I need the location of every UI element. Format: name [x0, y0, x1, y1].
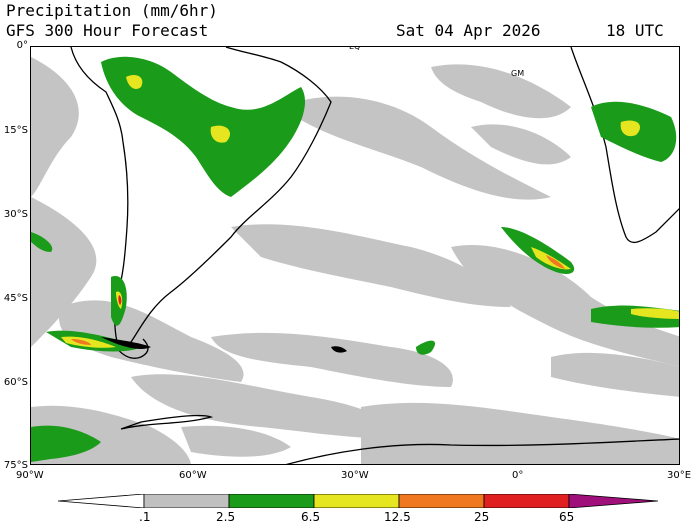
land-detail — [101, 337, 151, 349]
scale-label-2.5: 2.5 — [216, 510, 236, 524]
lat-label-30s: 30°S — [3, 209, 28, 220]
lat-label-15s: 15°S — [3, 125, 28, 136]
chart-title: Precipitation (mm/6hr) — [6, 1, 218, 20]
scale-label-25: 25 — [474, 510, 490, 524]
lon-label-60w: 60°W — [179, 470, 207, 481]
lat-label-60s: 60°S — [3, 377, 28, 388]
scale-label-12.5: 12.5 — [384, 510, 411, 524]
precipitation-map: EQ GM — [30, 46, 680, 465]
lon-label-0: 0° — [512, 470, 524, 481]
lon-label-30e: 30°E — [667, 470, 692, 481]
equator-label: EQ — [349, 46, 361, 51]
heavy-precip-cells — [31, 56, 679, 462]
lat-label-75s: 75°S — [3, 460, 28, 471]
lat-label-0: 0° — [16, 40, 28, 51]
light-precip-areas — [31, 57, 679, 464]
valid-date: Sat 04 Apr 2026 — [396, 21, 541, 40]
scale-label-65: 65 — [559, 510, 575, 524]
coastlines — [70, 47, 679, 464]
forecast-subtitle: GFS 300 Hour Forecast — [6, 21, 209, 40]
greenwich-label: GM — [511, 69, 525, 78]
scale-label-6.5: 6.5 — [301, 510, 321, 524]
scale-label-0.1: .1 — [139, 510, 151, 524]
color-scale-bar — [57, 493, 659, 509]
lat-label-45s: 45°S — [3, 293, 28, 304]
lon-label-90w: 90°W — [16, 470, 44, 481]
lon-label-30w: 30°W — [341, 470, 369, 481]
valid-time: 18 UTC — [606, 21, 664, 40]
